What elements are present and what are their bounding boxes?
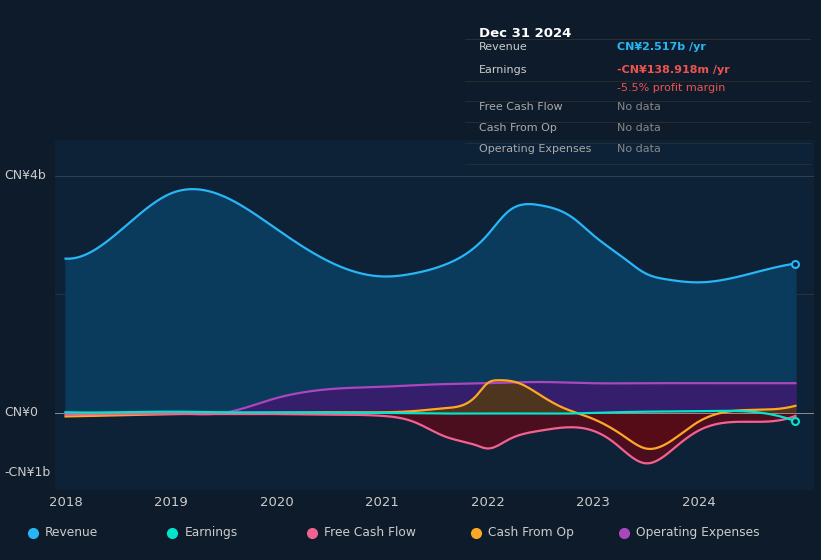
Text: Dec 31 2024: Dec 31 2024: [479, 27, 571, 40]
Text: Cash From Op: Cash From Op: [479, 123, 557, 133]
Text: Earnings: Earnings: [479, 64, 527, 74]
Text: CN¥0: CN¥0: [4, 407, 38, 419]
Text: -CN¥138.918m /yr: -CN¥138.918m /yr: [617, 64, 730, 74]
Text: Earnings: Earnings: [185, 526, 238, 539]
Text: No data: No data: [617, 123, 661, 133]
Text: Revenue: Revenue: [45, 526, 99, 539]
Text: Revenue: Revenue: [479, 42, 528, 52]
Text: -CN¥1b: -CN¥1b: [4, 466, 50, 479]
Text: Cash From Op: Cash From Op: [488, 526, 575, 539]
Text: Operating Expenses: Operating Expenses: [479, 144, 591, 154]
Text: -5.5% profit margin: -5.5% profit margin: [617, 82, 726, 92]
Text: Free Cash Flow: Free Cash Flow: [479, 102, 562, 112]
Text: No data: No data: [617, 144, 661, 154]
Text: Operating Expenses: Operating Expenses: [636, 526, 760, 539]
Text: No data: No data: [617, 102, 661, 112]
Text: CN¥4b: CN¥4b: [4, 169, 46, 182]
Text: CN¥2.517b /yr: CN¥2.517b /yr: [617, 42, 706, 52]
Text: Free Cash Flow: Free Cash Flow: [324, 526, 416, 539]
